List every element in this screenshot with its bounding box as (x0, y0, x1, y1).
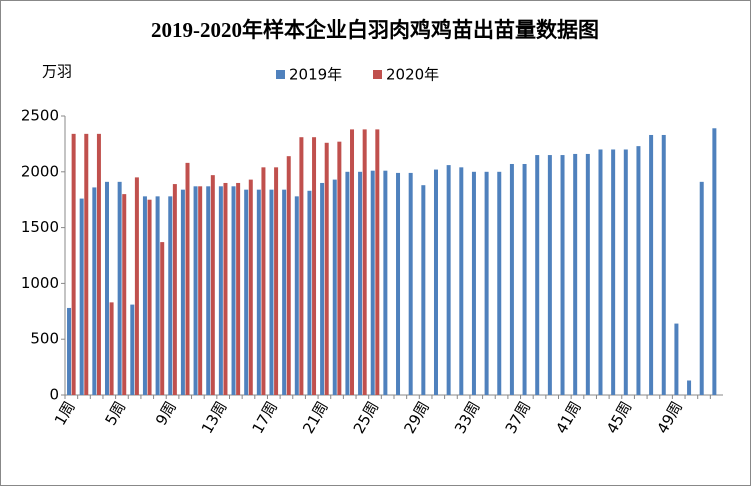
bar (337, 141, 342, 395)
bar (79, 198, 84, 395)
bar (471, 171, 476, 395)
bar (433, 169, 438, 395)
bar (484, 171, 489, 395)
bar (370, 170, 375, 395)
bar (375, 129, 380, 395)
bar (256, 189, 261, 395)
bar (92, 187, 97, 395)
bar (560, 155, 565, 395)
bar (269, 189, 274, 395)
bar (142, 196, 147, 395)
bar (396, 172, 401, 395)
bar (236, 182, 241, 395)
bar (286, 156, 291, 395)
bar (383, 170, 388, 395)
bar (421, 185, 426, 395)
bar (611, 149, 616, 395)
legend-label: 2020年 (386, 66, 439, 84)
bar (509, 163, 514, 395)
y-axis-label: 万羽 (42, 63, 72, 81)
bar (573, 153, 578, 395)
bar (446, 165, 451, 395)
bar (244, 189, 249, 395)
bar (547, 155, 552, 395)
bar (522, 163, 527, 395)
bar (193, 186, 198, 395)
bar (674, 323, 679, 395)
bar (122, 194, 127, 395)
bar (198, 186, 203, 395)
bar (109, 302, 114, 395)
bar (362, 129, 367, 395)
bar (71, 133, 76, 395)
bar (699, 181, 704, 395)
y-tick-label: 1500 (21, 218, 59, 236)
bar (320, 182, 325, 395)
bar (649, 134, 654, 396)
bar (307, 190, 312, 395)
bar (185, 162, 190, 395)
bar (712, 128, 717, 395)
bar (96, 133, 101, 395)
bar (687, 380, 692, 395)
bar (261, 167, 266, 395)
bar (294, 196, 299, 395)
bar (459, 167, 464, 395)
bar (299, 137, 304, 396)
bar (332, 179, 337, 395)
bar (623, 149, 628, 395)
bar (585, 153, 590, 395)
bar (636, 146, 641, 395)
y-tick-label: 2000 (21, 162, 59, 180)
legend-swatch (373, 70, 382, 79)
bar (408, 172, 413, 395)
bar (147, 199, 152, 395)
bar (497, 171, 502, 395)
bar (117, 181, 122, 395)
bar (358, 171, 363, 395)
bar (535, 155, 540, 395)
bar (350, 129, 355, 395)
legend-label: 2019年 (289, 66, 342, 84)
bar (134, 177, 139, 395)
chart-title: 2019-2020年样本企业白羽肉鸡鸡苗出苗量数据图 (151, 18, 599, 42)
bar (206, 186, 211, 395)
bar (180, 189, 185, 395)
y-tick-label: 0 (49, 386, 59, 404)
bar (231, 186, 236, 395)
y-tick-label: 500 (30, 330, 59, 348)
bar (345, 171, 350, 395)
bar (84, 133, 89, 395)
bar (661, 134, 666, 396)
bar (324, 142, 329, 395)
bar (67, 307, 72, 395)
bar (130, 304, 135, 395)
bar (160, 242, 165, 395)
bar (248, 179, 253, 395)
bar (172, 184, 177, 395)
bar (282, 189, 287, 395)
bar (218, 186, 223, 395)
legend-swatch (276, 70, 285, 79)
bar (168, 196, 173, 395)
bar (312, 137, 317, 396)
bar (598, 149, 603, 395)
bar (104, 181, 109, 395)
bar (274, 167, 279, 395)
bar (210, 175, 215, 395)
bar (155, 196, 160, 395)
y-tick-label: 2500 (21, 107, 59, 125)
y-tick-label: 1000 (21, 274, 59, 292)
bar (223, 182, 228, 395)
